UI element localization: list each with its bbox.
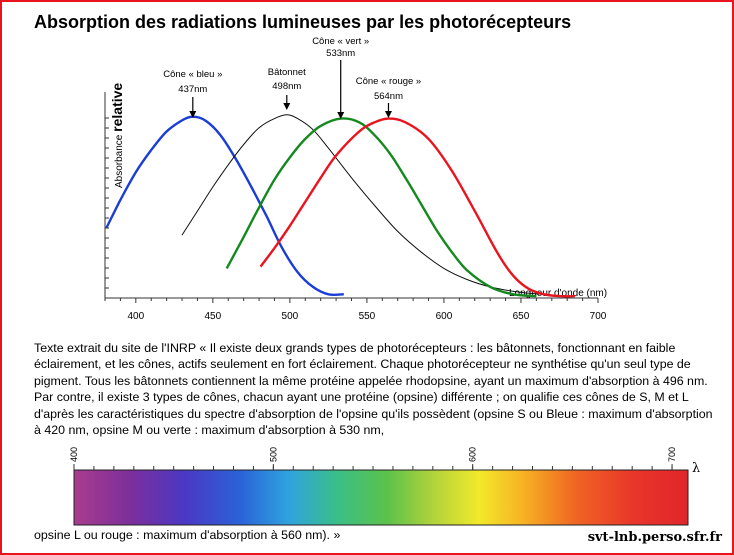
site-credit: svt-lnb.perso.sfr.fr	[587, 530, 722, 545]
annotation-value: 498nm	[272, 81, 301, 92]
page-title: Absorption des radiations lumineuses par…	[34, 12, 572, 32]
x-tick-label: 550	[359, 311, 376, 322]
annotation-arrowhead	[337, 112, 345, 119]
annotation-name: Bâtonnet	[268, 67, 306, 78]
quoted-paragraph-end: opsine L ou rouge : maximum d'absorption…	[34, 528, 341, 542]
x-tick-label: 450	[205, 311, 222, 322]
x-tick-label: 650	[513, 311, 530, 322]
series-line	[225, 117, 537, 298]
annotation-value: 533nm	[326, 48, 355, 59]
series-line	[259, 117, 575, 298]
y-axis-label: Absorbance relative	[109, 83, 125, 188]
x-axis-label: Longueur d'onde (nm)	[509, 288, 607, 299]
x-tick-label: 600	[436, 311, 453, 322]
x-tick-label: 500	[282, 311, 299, 322]
series-line	[105, 115, 344, 297]
lambda-symbol: λ	[692, 461, 700, 476]
visible-spectrum: 400 500 600 700 λ	[69, 447, 700, 526]
absorption-chart: 400 450 500 550 600 650 700 Absorbance relative…	[104, 36, 607, 322]
annotation-arrowhead	[384, 111, 392, 118]
annotation-name: Cône « rouge »	[356, 76, 422, 87]
annotation-arrowhead	[189, 111, 197, 118]
spectrum-tick-label: 400	[69, 447, 79, 462]
series-line	[181, 114, 545, 295]
spectrum-tick-label: 600	[468, 447, 478, 462]
spectrum-band	[73, 469, 689, 526]
quoted-paragraph: Texte extrait du site de l'INRP « Il exi…	[34, 341, 713, 438]
spectrum-tick-label: 700	[667, 447, 677, 462]
annotation-name: Cône « bleu »	[163, 69, 222, 80]
spectrum-tick-label: 500	[268, 447, 278, 462]
annotation-arrowhead	[283, 103, 291, 110]
annotation-name: Cône « vert »	[312, 36, 369, 47]
annotation-value: 564nm	[374, 91, 403, 102]
annotation-value: 437nm	[178, 84, 207, 95]
x-tick-label: 700	[590, 311, 607, 322]
x-tick-label: 400	[127, 311, 144, 322]
